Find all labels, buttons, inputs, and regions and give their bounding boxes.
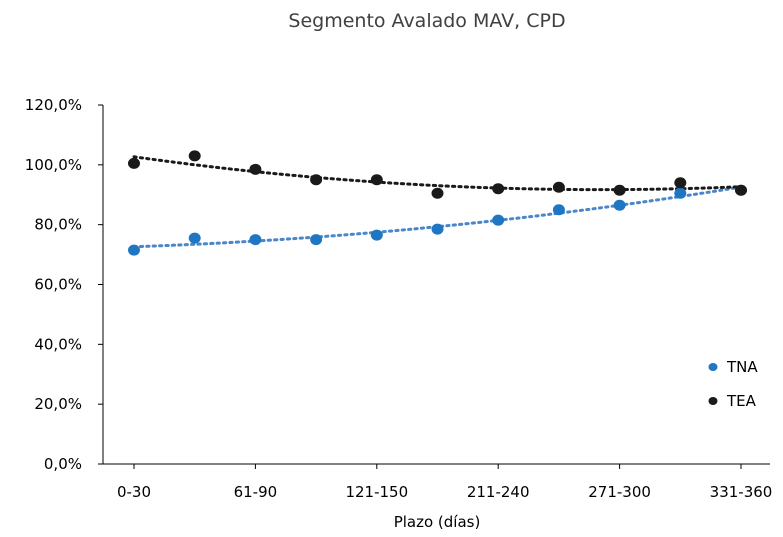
legend: TNA TEA — [708, 358, 758, 410]
point-tea — [492, 183, 505, 195]
point-tna — [249, 234, 262, 246]
trendline-tea — [132, 155, 743, 192]
point-tna — [188, 232, 201, 244]
x-axis-ticks: 0-30 61-90 121-150 211-240 271-300 331-360 — [117, 464, 772, 501]
x-tick-label: 211-240 — [467, 483, 530, 501]
point-tea — [310, 174, 323, 186]
y-tick-label: 0,0% — [44, 455, 82, 473]
y-tick-label: 20,0% — [34, 395, 82, 413]
point-tea — [431, 187, 444, 199]
x-tick-label: 61-90 — [234, 483, 278, 501]
y-tick-label: 100,0% — [25, 156, 82, 174]
point-tna — [310, 234, 323, 246]
legend-label-tna: TNA — [726, 358, 758, 376]
point-tna — [674, 187, 687, 199]
point-tna — [552, 204, 565, 216]
legend-marker-tea — [708, 397, 718, 405]
point-tea — [249, 163, 262, 175]
x-tick-label: 331-360 — [710, 483, 773, 501]
x-tick-label: 271-300 — [588, 483, 651, 501]
y-axis-ticks: 0,0% 20,0% 40,0% 60,0% 80,0% 100,0% 120,0% — [25, 96, 103, 473]
legend-marker-tna — [708, 363, 718, 371]
point-tna — [370, 229, 383, 241]
y-tick-label: 80,0% — [34, 216, 82, 234]
x-tick-label: 121-150 — [345, 483, 408, 501]
point-tea — [370, 174, 383, 186]
y-tick-label: 120,0% — [25, 96, 82, 114]
point-tea — [128, 157, 140, 169]
x-tick-label: 0-30 — [117, 483, 151, 501]
y-tick-label: 40,0% — [34, 335, 82, 353]
point-tea — [735, 184, 747, 196]
chart-title: Segmento Avalado MAV, CPD — [288, 10, 565, 32]
point-tna — [613, 199, 626, 211]
point-tna — [492, 214, 505, 226]
data-points — [128, 150, 747, 256]
point-tea — [613, 184, 626, 196]
point-tna — [128, 244, 140, 256]
point-tea — [552, 181, 565, 193]
y-tick-label: 60,0% — [34, 276, 82, 294]
x-axis-label: Plazo (días) — [394, 513, 481, 531]
legend-label-tea: TEA — [726, 392, 757, 410]
point-tea — [674, 177, 687, 189]
point-tea — [188, 150, 201, 162]
point-tna — [431, 223, 444, 235]
